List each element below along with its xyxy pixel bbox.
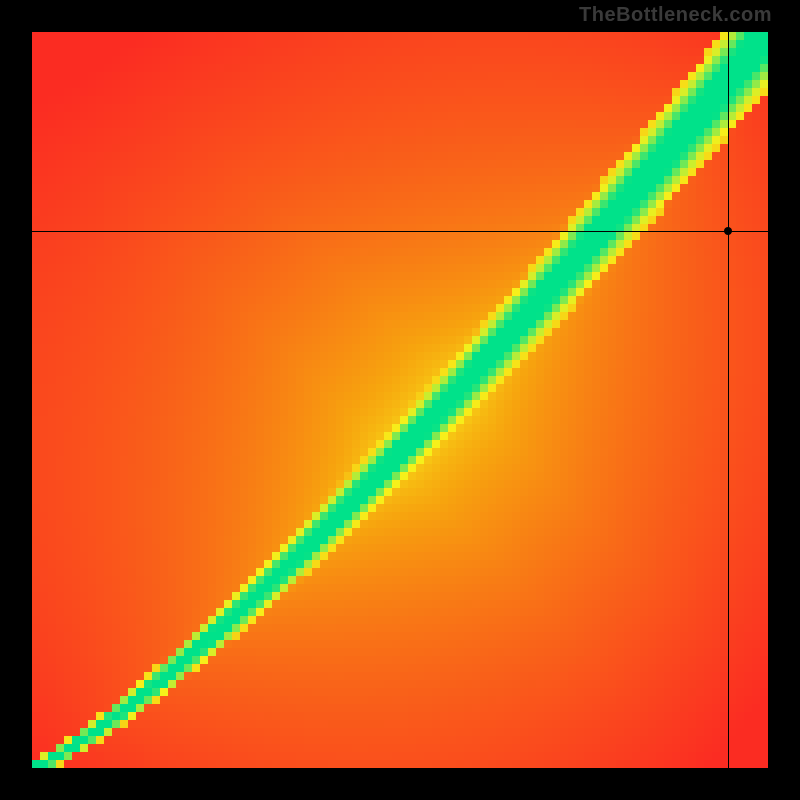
crosshair-horizontal: [32, 231, 768, 232]
crosshair-marker-dot: [724, 227, 732, 235]
heatmap-canvas: [32, 32, 768, 768]
watermark-text: TheBottleneck.com: [579, 4, 772, 27]
crosshair-vertical: [728, 32, 729, 768]
bottleneck-heatmap: [32, 32, 768, 768]
